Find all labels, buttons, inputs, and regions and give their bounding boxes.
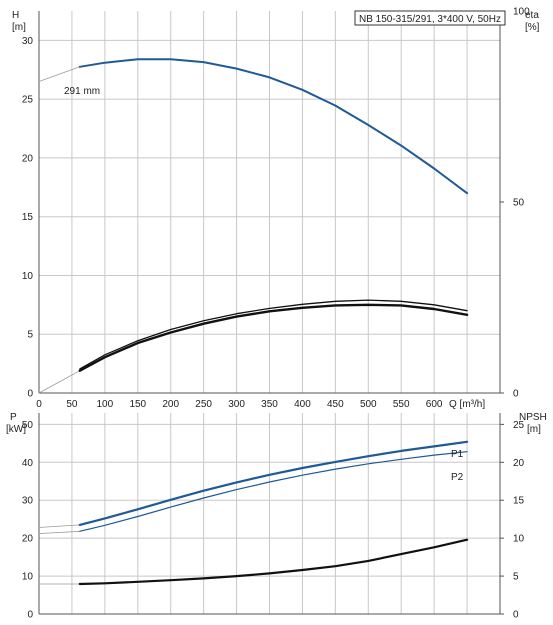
x-tick-label: 600 (426, 399, 443, 410)
p2-curve (79, 451, 468, 532)
bottom-left-axis-label-2: [kW] (6, 424, 26, 435)
x-tick-label: 400 (294, 399, 311, 410)
head-curve (78, 58, 469, 195)
top-left-tick-label: 20 (22, 153, 34, 164)
top-left-tick-label: 5 (27, 330, 33, 341)
bottom-left-tick-label: 0 (27, 610, 33, 621)
bottom-right-tick-label: 0 (513, 610, 519, 621)
bottom-right-tick-label: 20 (513, 458, 525, 469)
diameter-label: 291 mm (64, 86, 100, 97)
bottom-right-axis-label-2: [m] (527, 424, 541, 435)
p1-series-label: P1 (451, 449, 464, 460)
x-tick-label: 100 (97, 399, 114, 410)
x-tick-label: 200 (162, 399, 179, 410)
top-left-axis-label-1: H (12, 10, 19, 21)
bottom-right-tick-label: 25 (513, 420, 525, 431)
eta-extrapolation-line (38, 370, 81, 394)
top-right-tick-label: 100 (513, 7, 530, 18)
x-tick-label: 150 (129, 399, 146, 410)
top-right-tick-label: 0 (513, 389, 519, 400)
top-left-axis-label-2: [m] (12, 22, 26, 33)
bottom-left-tick-label: 50 (22, 420, 34, 431)
power-extrapolation-line-1 (38, 524, 81, 528)
npsh-curve (78, 538, 469, 586)
x-tick-label: 550 (393, 399, 410, 410)
x-tick-label: 450 (327, 399, 344, 410)
curves (38, 58, 469, 586)
x-tick-label: 350 (261, 399, 278, 410)
top-left-tick-label: 15 (22, 212, 34, 223)
top-left-tick-label: 30 (22, 36, 34, 47)
eta-curve-lower (78, 303, 469, 372)
bottom-left-tick-label: 40 (22, 458, 34, 469)
chart-title: NB 150-315/291, 3*400 V, 50Hz (359, 14, 501, 25)
x-tick-label: 50 (66, 399, 78, 410)
x-tick-label: Q [m³/h] (449, 399, 485, 410)
power-extrapolation-line-2 (38, 530, 81, 534)
p1-curve (78, 440, 469, 526)
bottom-right-tick-label: 10 (513, 534, 525, 545)
head-extrapolation-line (38, 66, 81, 82)
bottom-left-tick-label: 30 (22, 496, 34, 507)
bottom-panel-grid: 0 10 20 30 40 50 0 5 10 15 20 25 (22, 413, 525, 621)
top-left-tick-label: 10 (22, 271, 34, 282)
eta-curve-upper (79, 299, 468, 370)
top-right-axis-label-2: [%] (525, 22, 540, 33)
bottom-right-tick-label: 5 (513, 572, 519, 583)
x-tick-label: 300 (228, 399, 245, 410)
x-tick-label: 0 (36, 399, 42, 410)
bottom-right-axis-label-1: NPSH (519, 412, 547, 423)
x-tick-label: 500 (360, 399, 377, 410)
top-right-axis-label-1: eta (525, 10, 539, 21)
bottom-left-tick-label: 10 (22, 572, 34, 583)
top-right-tick-label: 50 (513, 198, 525, 209)
top-left-tick-label: 0 (27, 389, 33, 400)
p2-series-label: P2 (451, 472, 464, 483)
x-tick-label: 250 (195, 399, 212, 410)
bottom-left-tick-label: 20 (22, 534, 34, 545)
title-box (354, 10, 506, 26)
bottom-right-tick-label: 15 (513, 496, 525, 507)
bottom-left-axis-label-1: P (10, 412, 17, 423)
top-left-tick-label: 25 (22, 95, 34, 106)
